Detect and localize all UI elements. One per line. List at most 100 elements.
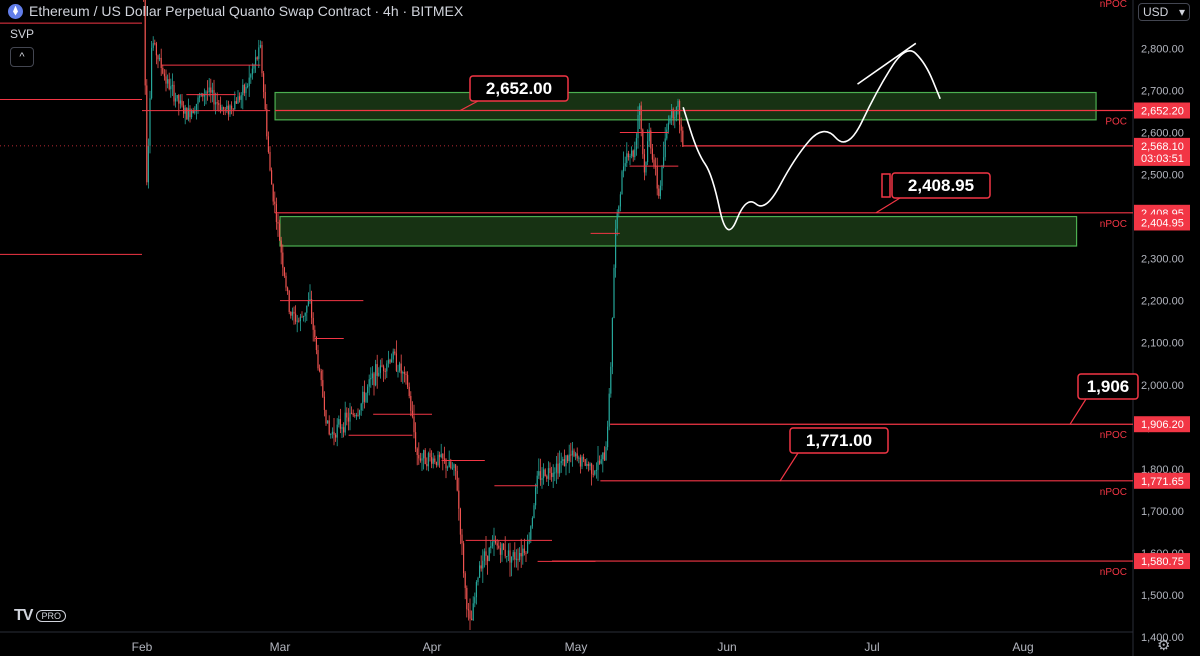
- candle-body: [432, 458, 434, 464]
- candle-body: [227, 105, 229, 115]
- candle-body: [327, 420, 329, 424]
- candle-body: [397, 370, 399, 372]
- candle-body: [411, 410, 413, 417]
- support-resistance-zone: [279, 215, 1078, 247]
- candle-body: [621, 171, 623, 195]
- candle-body: [499, 548, 501, 555]
- candle-body: [394, 351, 396, 354]
- candle-body: [402, 372, 404, 374]
- candle-body: [643, 154, 645, 173]
- candle-body: [427, 453, 429, 467]
- chart-header: Ethereum / US Dollar Perpetual Quanto Sw…: [8, 3, 463, 19]
- svp-indicator-label[interactable]: SVP: [10, 27, 35, 41]
- candle-body: [671, 109, 673, 118]
- collapse-chevron-icon[interactable]: ^: [10, 47, 34, 67]
- candle-body: [435, 461, 437, 466]
- currency-selector[interactable]: USD ▾: [1138, 3, 1190, 21]
- candle-body: [347, 417, 349, 422]
- candle-body: [419, 458, 421, 461]
- candle-body: [259, 45, 261, 48]
- candle-body: [274, 201, 276, 205]
- y-tick-label: 2,200.00: [1141, 296, 1184, 308]
- candle-body: [437, 454, 439, 466]
- candle-body: [647, 141, 649, 163]
- candle-body: [607, 426, 609, 448]
- candle-body: [541, 478, 543, 481]
- candle-body: [239, 96, 241, 100]
- candle-body: [615, 228, 617, 268]
- y-tick-label: 2,800.00: [1141, 43, 1184, 55]
- candle-body: [354, 415, 356, 417]
- candle-body: [391, 359, 393, 363]
- candle-body: [512, 552, 514, 557]
- candle-body: [619, 194, 621, 207]
- candle-body: [661, 165, 663, 186]
- callout-box: [1077, 373, 1139, 400]
- candle-body: [645, 162, 647, 173]
- candle-body: [450, 461, 452, 468]
- y-tick-label: 2,500.00: [1141, 170, 1184, 182]
- candle-body: [146, 85, 148, 183]
- y-tick-label: 2,300.00: [1141, 254, 1184, 266]
- x-tick-label: Mar: [270, 640, 291, 654]
- y-tick-label: 2,700.00: [1141, 85, 1184, 97]
- candle-body: [517, 558, 519, 560]
- candle-body: [296, 320, 298, 322]
- candle-body: [392, 351, 394, 360]
- callout-box: [789, 427, 889, 454]
- candle-body: [637, 115, 639, 139]
- currency-label: USD: [1143, 5, 1169, 19]
- candle-body: [445, 459, 447, 469]
- candle-body: [304, 312, 306, 316]
- candle-body: [573, 450, 575, 457]
- gear-icon[interactable]: ⚙: [1157, 637, 1171, 654]
- candle-body: [656, 166, 658, 189]
- candle-body: [538, 471, 540, 476]
- candle-body: [608, 393, 610, 427]
- candle-body: [424, 450, 426, 465]
- candle-body: [626, 153, 628, 164]
- candle-body: [376, 364, 378, 376]
- candle-body: [554, 472, 556, 474]
- candle-body: [613, 267, 615, 319]
- candle-body: [511, 556, 513, 563]
- candle-body: [487, 555, 489, 562]
- candle-body: [331, 431, 333, 434]
- candle-body: [309, 298, 311, 301]
- candle-body: [475, 582, 477, 598]
- candle-body: [559, 463, 561, 474]
- candle-body: [563, 459, 565, 467]
- candle-body: [171, 84, 173, 87]
- candle-body: [255, 57, 257, 66]
- candle-body: [365, 392, 367, 402]
- candle-body: [219, 105, 221, 112]
- candle-body: [317, 349, 319, 369]
- candle-body: [667, 122, 669, 130]
- candle-body: [205, 91, 207, 95]
- candle-body: [515, 558, 517, 560]
- npoc-tag: nPOC: [1100, 430, 1127, 441]
- candle-body: [442, 453, 444, 459]
- candle-body: [384, 370, 386, 372]
- candle-body: [303, 315, 305, 317]
- current-price-marker: [1134, 137, 1190, 166]
- candle-body: [650, 130, 652, 149]
- candle-body: [405, 373, 407, 375]
- candle-body: [264, 91, 266, 110]
- candle-body: [370, 378, 372, 380]
- candle-body: [675, 107, 677, 118]
- candle-body: [413, 416, 415, 433]
- candle-body: [581, 457, 583, 467]
- candle-body: [149, 98, 151, 146]
- candle-body: [207, 91, 209, 93]
- candle-body: [389, 359, 391, 363]
- candle-body: [189, 108, 191, 118]
- candle-body: [575, 453, 577, 457]
- candle-body: [306, 305, 308, 313]
- pro-badge: PRO: [36, 610, 66, 622]
- candle-body: [421, 458, 423, 461]
- candle-body: [463, 543, 465, 574]
- candle-body: [362, 391, 364, 404]
- symbol-title[interactable]: Ethereum / US Dollar Perpetual Quanto Sw…: [29, 3, 464, 19]
